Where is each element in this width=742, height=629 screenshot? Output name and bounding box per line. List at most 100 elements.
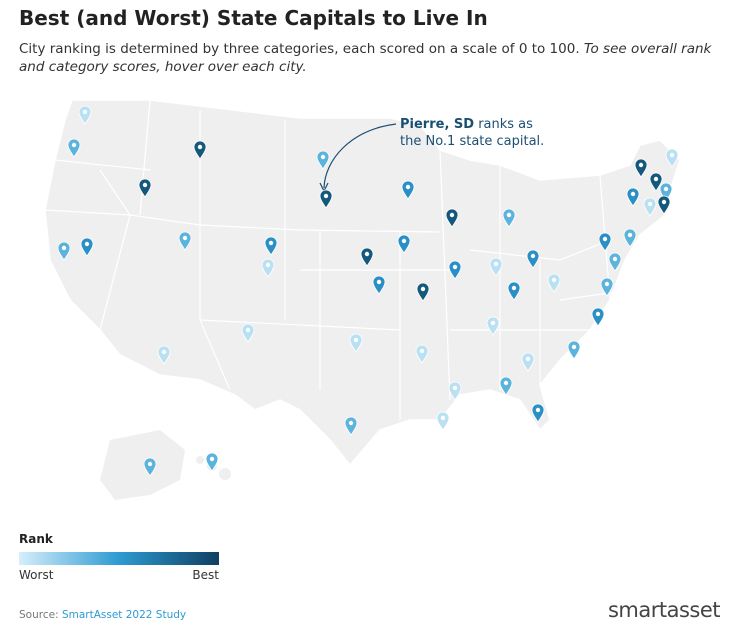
pin-dot [401,238,407,244]
city-pin[interactable] [415,344,429,364]
pin-dot [420,286,426,292]
legend-low: Worst [19,568,54,582]
source: Source: SmartAsset 2022 Study [19,609,187,621]
pin-dot [452,385,458,391]
city-pin[interactable] [626,187,640,207]
pin-dot [353,337,359,343]
city-pin[interactable] [591,307,605,327]
city-pin[interactable] [448,260,462,280]
pin-dot [84,241,90,247]
city-pin[interactable] [499,376,513,396]
city-pin[interactable] [567,340,581,360]
city-pin[interactable] [634,158,648,178]
city-pin[interactable] [521,352,535,372]
pin-dot [551,277,557,283]
city-pin[interactable] [436,411,450,431]
pin-dot [364,251,370,257]
city-pin[interactable] [489,257,503,277]
title: Best (and Worst) State Capitals to Live … [19,6,488,30]
city-pin[interactable] [507,281,521,301]
pin-dot [612,256,618,262]
city-pin[interactable] [397,234,411,254]
subtitle-italic: To see overall rank and category scores,… [19,41,712,75]
city-pin[interactable] [344,416,358,436]
pin-dot [503,380,509,386]
pin-dot [493,261,499,267]
pin-dot [348,420,354,426]
city-pin[interactable] [143,457,157,477]
pin-dot [530,253,536,259]
city-pin[interactable] [205,452,219,472]
annotation-text: ranks as the No.1 state capital. [400,117,545,149]
pin-dot [595,311,601,317]
pin-dot [245,327,251,333]
city-pin[interactable] [178,231,192,251]
pin-dot [638,162,644,168]
city-pin[interactable] [448,381,462,401]
city-pin[interactable] [657,195,671,215]
pin-dot [653,176,659,182]
pin-dot [209,456,215,462]
pin-dot [161,349,167,355]
subtitle: City ranking is determined by three cate… [19,41,712,75]
city-pin[interactable] [531,403,545,423]
alaska [100,430,185,500]
source-link[interactable]: SmartAsset 2022 Study [61,609,187,621]
city-pin[interactable] [138,178,152,198]
city-pin[interactable] [526,249,540,269]
pin-dot [506,212,512,218]
city-pin[interactable] [261,258,275,278]
city-pin[interactable] [623,228,637,248]
city-pin[interactable] [547,273,561,293]
city-pin[interactable] [416,282,430,302]
city-pin[interactable] [486,316,500,336]
city-pin[interactable] [193,140,207,160]
pin-dot [142,182,148,188]
city-pin[interactable] [401,180,415,200]
pin-dot [661,199,667,205]
city-pin[interactable] [316,150,330,170]
pin-dot [268,240,274,246]
state-borders [44,99,631,420]
pin-dot [376,279,382,285]
annotation-arrow [323,123,397,189]
pin-dot [320,154,326,160]
us-outline [44,99,681,467]
city-pin[interactable] [319,189,333,209]
city-pin[interactable] [264,236,278,256]
city-pin[interactable] [349,333,363,353]
city-pin[interactable] [649,172,663,192]
pin-dot [71,142,77,148]
city-pin[interactable] [445,208,459,228]
pin-dot [405,184,411,190]
city-pin[interactable] [502,208,516,228]
city-pin[interactable] [80,237,94,257]
pin-dot [452,264,458,270]
city-pin[interactable] [57,241,71,261]
city-pin[interactable] [600,277,614,297]
city-pin[interactable] [643,197,657,217]
pin-dot [604,281,610,287]
city-pin[interactable] [241,323,255,343]
legend-high: Best [192,568,219,582]
pin-dot [535,407,541,413]
pin-dot [571,344,577,350]
pin-dot [147,461,153,467]
city-pin[interactable] [372,275,386,295]
legend-title: Rank [19,532,53,546]
logo: smartasset [607,598,721,622]
pin-dot [265,262,271,268]
city-pin[interactable] [360,247,374,267]
city-pin[interactable] [665,148,679,168]
city-pin[interactable] [659,182,673,202]
city-pin[interactable] [157,345,171,365]
city-pin[interactable] [78,105,92,125]
city-pin[interactable] [67,138,81,158]
city-pin[interactable] [608,252,622,272]
pin-dot [511,285,517,291]
city-pin[interactable] [598,232,612,252]
pin-dot [449,212,455,218]
pin-dot [647,201,653,207]
pin-dot [323,193,329,199]
